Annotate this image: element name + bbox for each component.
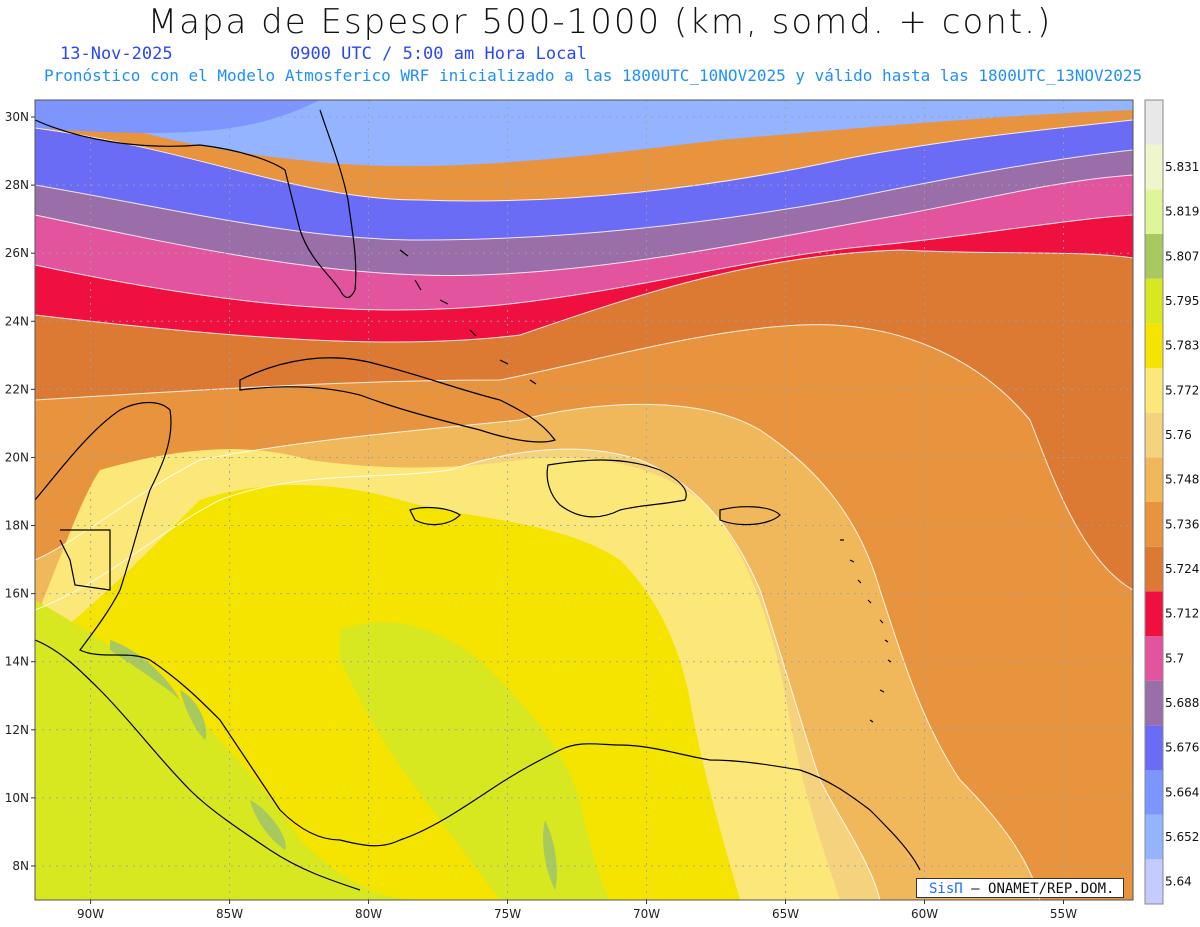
legend-swatch bbox=[1145, 814, 1163, 860]
legend-label: 5.664 bbox=[1165, 785, 1199, 799]
lon-tick-label: 85W bbox=[216, 907, 243, 921]
lon-tick-label: 70W bbox=[633, 907, 660, 921]
lat-tick-label: 18N bbox=[5, 519, 29, 533]
map-title: Mapa de Espesor 500-1000 (km, somd. + co… bbox=[147, 2, 1053, 42]
model-subtitle: Pronóstico con el Modelo Atmosferico WRF… bbox=[44, 66, 1143, 85]
legend-swatch bbox=[1145, 591, 1163, 636]
legend-swatch bbox=[1145, 770, 1163, 815]
credit-text: – ONAMET/REP.DOM. bbox=[971, 881, 1115, 897]
lat-tick-label: 28N bbox=[5, 178, 29, 192]
legend-swatch bbox=[1145, 189, 1163, 234]
legend-swatch bbox=[1145, 368, 1163, 413]
legend-swatch bbox=[1145, 859, 1163, 904]
lat-tick-label: 10N bbox=[5, 791, 29, 805]
legend-label: 5.736 bbox=[1165, 517, 1199, 531]
lat-tick-label: 20N bbox=[5, 450, 29, 464]
lat-tick-label: 8N bbox=[12, 859, 29, 873]
band-5712 bbox=[35, 215, 1133, 343]
legend-swatch bbox=[1145, 457, 1163, 502]
legend-label: 5.819 bbox=[1165, 205, 1199, 219]
legend-label: 5.64 bbox=[1165, 875, 1192, 889]
band-5676 bbox=[35, 120, 1133, 240]
legend-swatch bbox=[1145, 636, 1163, 681]
sispi-logo: SisΠ bbox=[929, 881, 963, 897]
legend-swatch bbox=[1145, 234, 1163, 279]
lat-tick-label: 24N bbox=[5, 314, 29, 328]
legend-swatch bbox=[1145, 323, 1163, 368]
legend-swatch bbox=[1145, 725, 1163, 770]
lon-tick-label: 60W bbox=[911, 907, 938, 921]
legend-label: 5.748 bbox=[1165, 473, 1199, 487]
legend-label: 5.652 bbox=[1165, 830, 1199, 844]
lon-tick-label: 55W bbox=[1050, 907, 1077, 921]
legend-label: 5.795 bbox=[1165, 294, 1199, 308]
band-5700 bbox=[35, 175, 1133, 311]
legend-label: 5.676 bbox=[1165, 741, 1199, 755]
legend-swatch bbox=[1145, 278, 1163, 324]
map-plot-area bbox=[35, 100, 1133, 900]
band-5795-b bbox=[340, 621, 610, 900]
lat-tick-label: 12N bbox=[5, 723, 29, 737]
lat-tick-label: 22N bbox=[5, 382, 29, 396]
band-5795 bbox=[35, 600, 420, 900]
legend-label: 5.807 bbox=[1165, 249, 1199, 263]
legend-label: 5.712 bbox=[1165, 607, 1199, 621]
lat-tick-label: 14N bbox=[5, 655, 29, 669]
legend-swatch bbox=[1145, 680, 1163, 726]
band-5724 bbox=[35, 250, 1133, 590]
credit-box: SisΠ – ONAMET/REP.DOM. bbox=[916, 878, 1124, 898]
legend-swatch bbox=[1145, 412, 1163, 458]
legend-label: 5.7 bbox=[1165, 651, 1184, 665]
legend-swatch bbox=[1145, 100, 1163, 145]
legend-label: 5.688 bbox=[1165, 696, 1199, 710]
legend-label: 5.724 bbox=[1165, 562, 1199, 576]
forecast-date: 13-Nov-2025 bbox=[60, 44, 173, 64]
legend-swatch bbox=[1145, 546, 1163, 592]
lon-tick-label: 65W bbox=[772, 907, 799, 921]
lat-tick-label: 30N bbox=[5, 110, 29, 124]
lat-tick-label: 16N bbox=[5, 587, 29, 601]
coastlines bbox=[35, 109, 921, 891]
band-5736 bbox=[35, 324, 1133, 900]
legend-swatch bbox=[1145, 144, 1163, 190]
lon-tick-label: 75W bbox=[494, 907, 521, 921]
legend-label: 5.831 bbox=[1165, 160, 1199, 174]
band-5664 bbox=[35, 100, 320, 133]
forecast-time: 0900 UTC / 5:00 am Hora Local bbox=[290, 44, 587, 64]
lon-tick-label: 90W bbox=[77, 907, 104, 921]
legend-label: 5.783 bbox=[1165, 339, 1199, 353]
band-5688 bbox=[35, 150, 1133, 276]
legend-label: 5.76 bbox=[1165, 428, 1192, 442]
legend-label: 5.772 bbox=[1165, 383, 1199, 397]
legend-swatch bbox=[1145, 502, 1163, 547]
lat-tick-label: 26N bbox=[5, 246, 29, 260]
band-5748 bbox=[35, 404, 1040, 900]
lon-tick-label: 80W bbox=[355, 907, 382, 921]
color-legend: 5.64 5.652 5.664 5.676 5.688 5.7 5.712 5.724 5.7… bbox=[1144, 99, 1199, 905]
